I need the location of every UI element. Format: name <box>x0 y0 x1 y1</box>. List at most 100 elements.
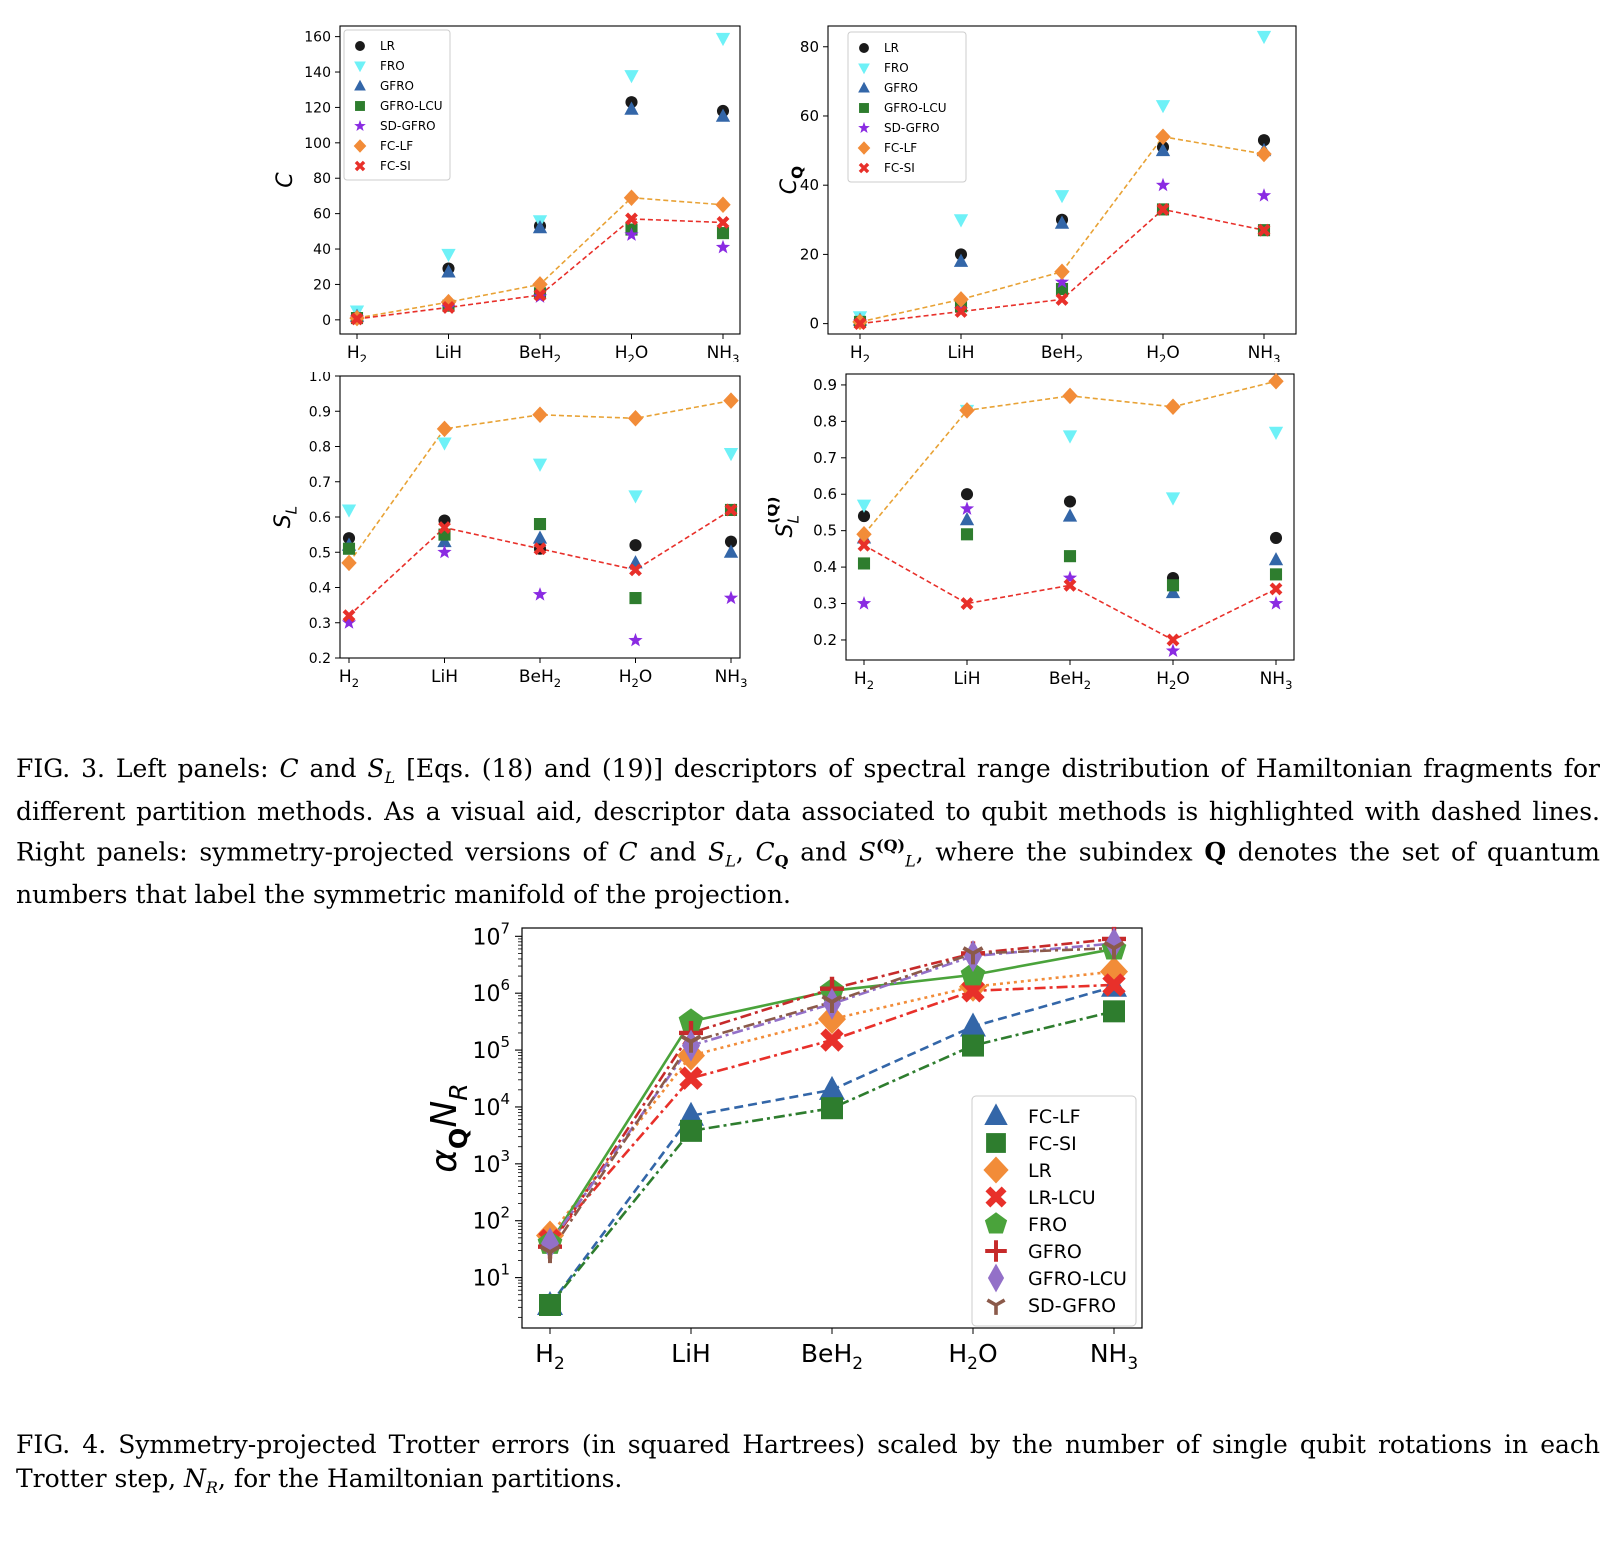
point-fro-lih <box>678 1008 704 1032</box>
y-tick-label: 105 <box>472 1033 510 1064</box>
point-sd-gfro-h2o <box>1165 643 1181 657</box>
point-gfro-h2o <box>1165 584 1181 599</box>
tick-label-lih: LiH <box>954 669 981 689</box>
tick-label-h2o: H2O <box>615 343 649 362</box>
y-axis-label-text: CQ <box>777 166 807 194</box>
point-fc-lf-h2o <box>623 189 640 206</box>
series-sd-gfro <box>539 940 1125 1264</box>
tick-label-beh2: BeH2 <box>519 667 561 690</box>
legend-marker-sd-gfro <box>858 121 870 133</box>
point-fc-lf-lih <box>440 293 457 311</box>
point-fc-lf-nh3 <box>1268 373 1284 390</box>
point-fc-lf-lih <box>436 420 453 438</box>
point-sd-gfro-h2o <box>628 632 643 647</box>
series-fc-si <box>857 538 1283 647</box>
legend-marker-sd-gfro <box>354 119 366 131</box>
point-lr-lih <box>960 488 974 501</box>
y-tick-label: 0.2 <box>309 651 331 667</box>
y-tick-label: 0.4 <box>309 581 331 597</box>
legend-label-fro: FRO <box>1028 1214 1067 1236</box>
chart-s-l: 0.2 0.3 0.4 0.5 0.6 0.7 0.8 0.9 1.0 H2 LiH BeH2 H2O N… <box>271 372 747 690</box>
point-fc-si-lih <box>680 1119 702 1142</box>
point-gfro-h2o <box>624 101 639 115</box>
point-sd-gfro-h2o <box>1155 177 1171 192</box>
point-sd-gfro-h2 <box>856 596 872 610</box>
point-fro-nh3 <box>723 448 739 462</box>
point-sd-gfro-beh2 <box>821 994 843 1014</box>
legend-label-lr: LR <box>1028 1160 1052 1182</box>
series-fc-lf <box>349 189 731 327</box>
y-axis-label: SL(Q) <box>768 497 803 538</box>
legend-marker-fro <box>354 61 366 73</box>
point-fc-si-nh3 <box>1103 1000 1125 1023</box>
tick-label-lih: LiH <box>671 1339 711 1368</box>
point-sd-gfro-h2o <box>624 227 639 241</box>
series-fro <box>341 437 739 518</box>
series-fc-si <box>539 1000 1125 1316</box>
y-tick-label: 101 <box>472 1261 510 1292</box>
point-gfro-lcu-nh3 <box>1105 927 1123 960</box>
point-gfro-beh2 <box>1054 215 1070 229</box>
figure-3-caption: FIG. 3. Left panels: C and SL [Eqs. (18)… <box>16 754 1601 910</box>
point-sd-gfro-lih <box>959 501 975 515</box>
y-tick-label: 40 <box>800 176 819 194</box>
point-fro-lih <box>441 248 456 263</box>
legend-label-sd-gfro: SD-GFRO <box>1028 1295 1116 1317</box>
point-fc-si-lih <box>960 597 974 610</box>
point-gfro-lcu-h2o <box>1166 579 1180 592</box>
point-fc-lf-h2o <box>1155 128 1171 145</box>
y-tick-label: 0.3 <box>309 616 331 632</box>
tick-label-h2: H2 <box>535 1339 565 1374</box>
tick-label-h2o: H2O <box>619 667 653 690</box>
point-sd-gfro-h2 <box>539 1244 561 1264</box>
legend-label-fro: FRO <box>884 61 909 75</box>
legend-box <box>971 1095 1137 1327</box>
point-gfro-beh2 <box>1062 508 1078 522</box>
series-gfro-lcu <box>857 528 1283 592</box>
point-gfro-lcu-beh2 <box>533 518 547 531</box>
legend-label-gfro-lcu: GFRO-LCU <box>1028 1268 1127 1290</box>
legend-marker-fc-lf <box>984 1103 1008 1125</box>
y-tick-label: 20 <box>313 277 331 293</box>
tick-label-h2o: H2O <box>1156 669 1190 692</box>
point-fc-si-lih <box>442 301 455 314</box>
tick-label-beh2: BeH2 <box>1049 669 1091 692</box>
y-tick-label: 0.7 <box>813 449 837 467</box>
point-fc-lf-beh2 <box>532 276 548 293</box>
legend-label-fc-si: FC-SI <box>884 161 915 175</box>
point-fc-lf-h2o <box>627 410 644 427</box>
y-tick-label: 0 <box>809 315 819 333</box>
series-sd-gfro <box>856 501 1284 657</box>
y-tick-label: 40 <box>313 242 331 258</box>
tick-label-nh3: NH3 <box>1248 343 1281 362</box>
y-axis-label: SL <box>271 506 301 529</box>
point-sd-gfro-h2 <box>341 615 357 629</box>
point-gfro-lcu-lih <box>960 528 974 541</box>
point-sd-gfro-lih <box>680 1034 702 1053</box>
legend-marker-sd-gfro <box>986 1298 1006 1315</box>
point-fc-lf-lih <box>953 291 969 308</box>
point-fc-si-nh3 <box>1257 223 1271 237</box>
point-sd-gfro-beh2 <box>532 587 548 601</box>
point-fc-si-nh3 <box>716 216 730 229</box>
point-fro-h2o <box>1165 492 1181 506</box>
point-gfro-nh3 <box>715 108 731 122</box>
legend-label-fc-lf: FC-LF <box>884 141 917 155</box>
tick-label-nh3: NH3 <box>707 343 740 362</box>
chart-c-q: 0 20 40 60 80 H2 LiH BeH2 H2O NH3 CQ LR FRO GFRO GFRO-… <box>777 25 1297 362</box>
series-fc-si <box>853 202 1271 331</box>
y-tick-label: 20 <box>800 245 819 263</box>
legend-label-sd-gfro: SD-GFRO <box>380 119 436 133</box>
legend-marker-lr <box>355 41 365 51</box>
point-fro-lih <box>437 437 452 451</box>
point-fc-lf-h2 <box>856 526 872 543</box>
point-fc-si-beh2 <box>821 1097 843 1120</box>
legend-label-fro: FRO <box>380 59 405 73</box>
legend-label-lr: LR <box>884 41 899 55</box>
point-fc-lf-nh3 <box>715 196 731 214</box>
y-axis-label-text: αQNR <box>424 1083 473 1173</box>
legend-marker-gfro-lcu <box>859 103 869 113</box>
y-tick-label: 0.4 <box>813 558 837 576</box>
point-gfro-lih <box>953 253 969 267</box>
legend-marker-fro <box>858 63 870 75</box>
